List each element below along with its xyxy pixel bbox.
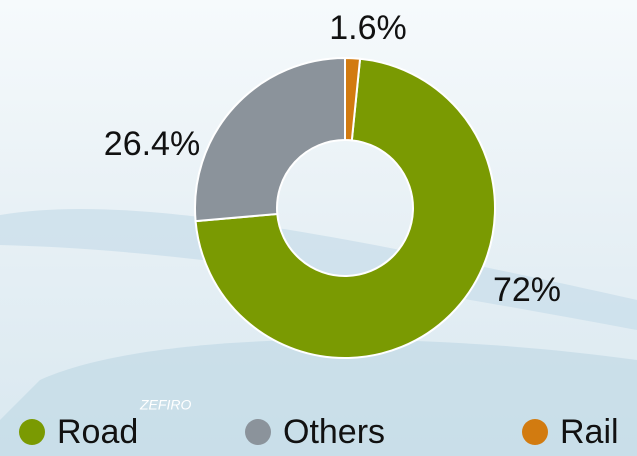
data-label: 26.4%: [104, 125, 200, 163]
chart: ZEFIRO 72% 26.4% 1.6% Road Others Rail: [0, 0, 637, 456]
legend-label: Rail: [560, 413, 619, 451]
data-label: 72%: [493, 271, 561, 309]
legend-label: Road: [57, 413, 138, 451]
legend-label: Others: [283, 413, 385, 451]
background-text: ZEFIRO: [139, 397, 191, 413]
legend-marker: [245, 419, 271, 445]
legend-marker: [19, 419, 45, 445]
data-label: 1.6%: [329, 9, 407, 47]
legend-marker: [522, 419, 548, 445]
